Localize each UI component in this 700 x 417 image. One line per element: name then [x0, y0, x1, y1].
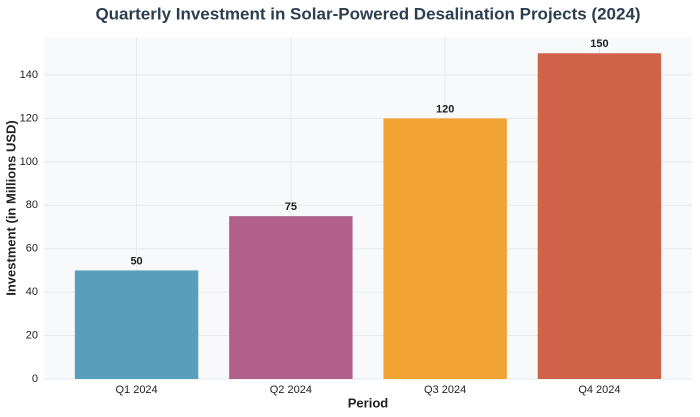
y-axis-label: Investment (in Millions USD): [3, 120, 18, 296]
bar: [537, 53, 662, 380]
bar: [229, 216, 353, 379]
value-label: 120: [436, 103, 454, 115]
y-tick-label: 140: [20, 69, 38, 81]
y-tick-label: 60: [26, 243, 38, 255]
x-axis-label: Period: [348, 395, 389, 410]
x-tick-label: Q4 2024: [578, 384, 620, 396]
y-tick-label: 120: [20, 112, 38, 124]
value-label: 75: [285, 201, 297, 213]
x-tick-label: Q2 2024: [270, 384, 312, 396]
y-tick-label: 80: [26, 199, 38, 211]
x-tick-label: Q3 2024: [424, 384, 466, 396]
x-tick-label: Q1 2024: [115, 384, 157, 396]
chart-title: Quarterly Investment in Solar-Powered De…: [95, 4, 640, 23]
bar: [74, 270, 199, 379]
y-tick-label: 0: [32, 373, 38, 385]
bar: [383, 118, 507, 379]
y-tick-label: 20: [26, 329, 38, 341]
value-label: 50: [130, 255, 142, 267]
value-label: 150: [590, 38, 608, 50]
y-tick-label: 40: [26, 286, 38, 298]
y-tick-label: 100: [20, 156, 38, 168]
